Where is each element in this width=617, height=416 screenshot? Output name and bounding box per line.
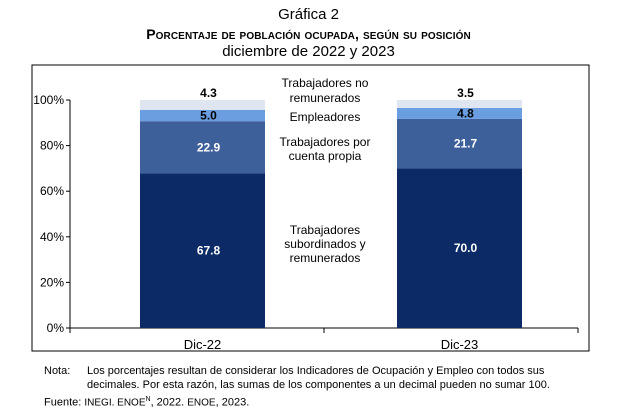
data-label: 67.8 [197,244,221,258]
chart-label: Gráfica 2 [278,6,339,23]
series-label: remunerados [290,91,361,105]
data-label: 21.7 [454,137,478,151]
y-tick-label: 60% [40,184,64,198]
note-text: Los porcentajes resultan de considerar l… [87,365,550,391]
series-label: remunerados [290,251,361,265]
chart-frame [31,64,590,352]
source-line: Fuente: INEGI. ENOEN, 2022. ENOE, 2023. [44,393,249,411]
data-label: 4.3 [200,86,217,100]
chart-title: Porcentaje de población ocupada, según s… [146,26,471,42]
source-superscript: N [145,396,151,403]
y-tick-label: 80% [40,139,64,153]
y-tick-label: 40% [40,230,64,244]
series-label: cuenta propia [289,149,362,163]
bar-segment [140,121,265,174]
source-part-2: , 2022. [150,396,188,409]
series-label: Empleadores [290,110,361,124]
data-label: 70.0 [454,241,478,255]
bar-segment [397,100,522,108]
source-part-4: , 2023. [215,396,250,409]
data-label: 4.8 [457,106,474,120]
y-tick-label: 100% [33,93,64,107]
bar-segment [397,118,522,169]
y-tick-label: 20% [40,275,64,289]
source-label: Fuente: [44,396,82,409]
series-label: Trabajadores no [282,76,369,90]
x-tick-label: Dic-22 [184,337,222,352]
bar-segment [140,109,265,122]
series-label: Trabajadores por [280,135,371,149]
x-tick-label: Dic-23 [441,337,479,352]
y-tick-label: 0% [47,321,65,335]
series-label: Trabajadores [290,223,360,237]
bar-segment [397,168,522,328]
data-label: 3.5 [457,86,474,100]
data-label: 5.0 [200,109,217,123]
bar-segment [140,100,265,110]
data-label: 22.9 [197,140,221,154]
note-label: Nota: [44,365,71,377]
series-label: subordinados y [284,237,365,251]
source-part-1: INEGI. ENOE [84,397,146,409]
source-part-3: ENOE [187,397,216,409]
bar-segment [397,107,522,119]
chart-subtitle: diciembre de 2022 y 2023 [222,43,395,60]
bar-segment [140,173,265,328]
